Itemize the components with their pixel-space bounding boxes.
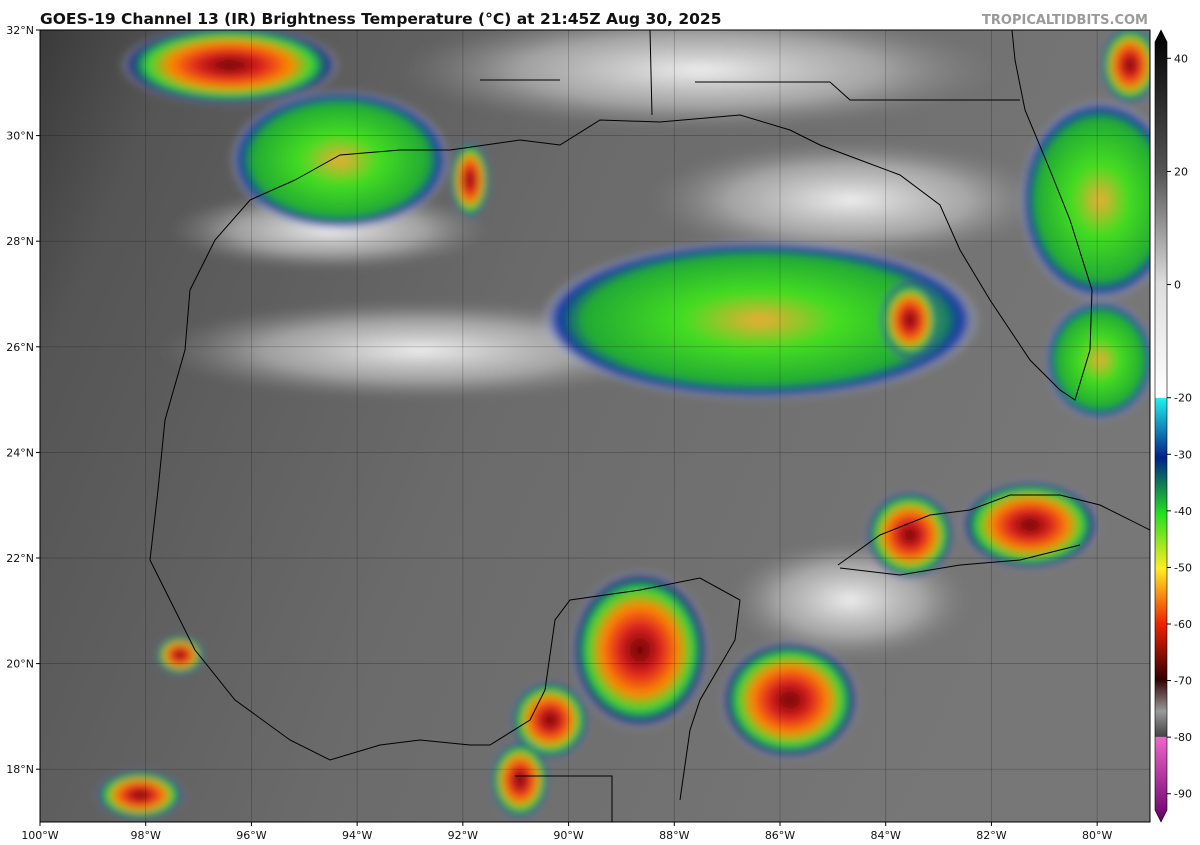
colorbar-label: 40 — [1174, 52, 1188, 65]
lat-label: 26°N — [6, 341, 34, 354]
lon-label: 98°W — [131, 829, 161, 842]
lon-label: 96°W — [236, 829, 266, 842]
lon-label: 84°W — [871, 829, 901, 842]
colorbar-label: -90 — [1174, 788, 1192, 801]
colorbar-label: -80 — [1174, 731, 1192, 744]
colorbar-ticks: 40 20 0 -20 -30 -40 -50 -60 -70 -80 -90 — [1167, 52, 1192, 801]
coastline — [294, 30, 1093, 401]
lon-label: 92°W — [448, 829, 478, 842]
lat-label: 32°N — [6, 24, 34, 37]
graticule: 100°W 98°W 96°W 94°W 92°W 90°W 88°W 86°W 84°W 82°… — [6, 24, 1150, 842]
lat-label: 24°N — [6, 446, 34, 459]
colorbar-label: -40 — [1174, 505, 1192, 518]
credit: TROPICALTIDBITS.COM — [982, 13, 1148, 28]
lon-label: 82°W — [976, 829, 1006, 842]
lat-label: 22°N — [6, 552, 34, 565]
colorbar-label: 20 — [1174, 165, 1188, 178]
lon-label: 88°W — [659, 829, 689, 842]
lon-label: 86°W — [765, 829, 795, 842]
state-border — [480, 30, 1020, 822]
lat-label: 28°N — [6, 235, 34, 248]
colorbar-label: 0 — [1174, 279, 1181, 292]
colorbar — [1154, 29, 1168, 823]
lon-label: 80°W — [1082, 829, 1112, 842]
lat-label: 20°N — [6, 658, 34, 671]
lat-label: 18°N — [6, 763, 34, 776]
lon-label: 100°W — [21, 829, 58, 842]
colorbar-label: -50 — [1174, 561, 1192, 574]
coastline — [149, 179, 741, 801]
colorbar-label: -70 — [1174, 675, 1192, 688]
map-frame — [39, 29, 1151, 823]
satellite-image — [40, 30, 1150, 822]
colorbar-label: -20 — [1174, 392, 1192, 405]
colorbar-label: -60 — [1174, 618, 1192, 631]
lon-label: 90°W — [553, 829, 583, 842]
lat-label: 30°N — [6, 130, 34, 143]
lon-label: 94°W — [342, 829, 372, 842]
colorbar-label: -30 — [1174, 448, 1192, 461]
coastline — [837, 494, 1150, 576]
title: GOES-19 Channel 13 (IR) Brightness Tempe… — [40, 10, 721, 28]
